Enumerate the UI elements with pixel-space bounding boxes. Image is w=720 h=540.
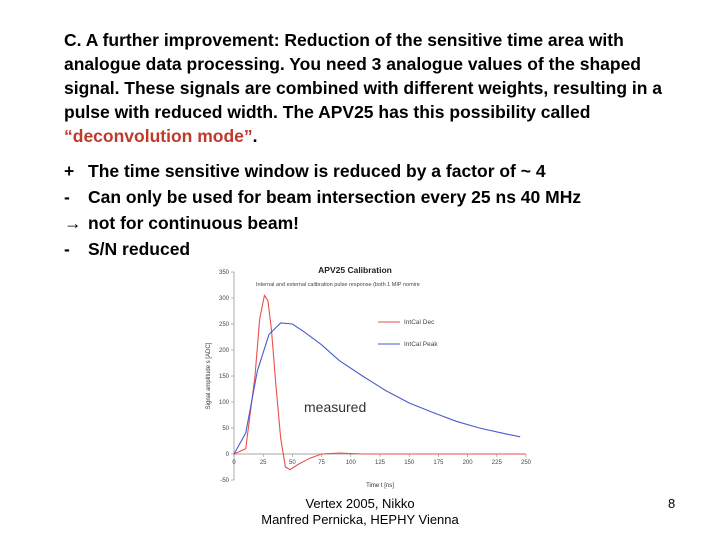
bullet-text: S/N reduced (88, 239, 191, 259)
y-tick-label: -50 (220, 478, 229, 484)
series-line-intcal-peak (233, 322, 521, 455)
x-tick-label: 175 (433, 460, 444, 466)
x-tick-label: 125 (375, 460, 386, 466)
y-tick-label: 350 (219, 270, 230, 276)
x-tick-label: 25 (260, 460, 267, 466)
y-tick-label: 0 (226, 452, 230, 458)
intro-text: C. A further improvement: Reduction of t… (64, 30, 663, 122)
bullet-item: → not for continuous beam! (64, 210, 704, 236)
bullet-mark: + (64, 161, 75, 181)
bullet-item: + The time sensitive window is reduced by… (64, 158, 704, 184)
legend-label: IntCal Peak (404, 341, 438, 348)
apv25-calibration-chart: APV25 Calibration Internal and external c… (206, 265, 532, 489)
page-number: 8 (668, 496, 676, 511)
bullet-mark: - (64, 239, 70, 259)
series-line-intcal-dec (233, 293, 526, 471)
bullet-list: + The time sensitive window is reduced by… (64, 158, 704, 262)
footer-author: Manfred Pernicka, HEPHY Vienna (261, 512, 459, 527)
bullet-text: Can only be used for beam intersection e… (88, 187, 582, 207)
deconvolution-mode-highlight: “deconvolution mode” (64, 126, 253, 146)
y-tick-label: 200 (219, 348, 230, 354)
x-tick-label: 50 (289, 460, 296, 466)
y-tick-label: 250 (219, 322, 230, 328)
chart-subtitle: Internal and external calibration pulse … (256, 282, 420, 288)
x-tick-label: 75 (318, 460, 325, 466)
x-axis-label: Time t [ns] (366, 483, 394, 489)
bullet-item: - S/N reduced (64, 236, 704, 262)
x-tick-label: 150 (404, 460, 415, 466)
y-tick-label: 150 (219, 374, 230, 380)
bullet-text: The time sensitive window is reduced by … (88, 161, 546, 181)
x-tick-label: 250 (521, 460, 532, 466)
footer-conference: Vertex 2005, Nikko (305, 496, 415, 511)
bullet-mark: - (64, 187, 70, 207)
arrow-icon: → (64, 213, 82, 233)
x-tick-label: 100 (346, 460, 357, 466)
chart-title: APV25 Calibration (318, 265, 392, 275)
y-tick-label: 300 (219, 296, 230, 302)
x-tick-label: 200 (463, 460, 474, 466)
y-axis-label: Signal amplitude s [ADC] (206, 342, 212, 409)
bullet-item: - Can only be used for beam intersection … (64, 184, 704, 210)
intro-text-end: . (252, 126, 258, 146)
y-tick-label: 100 (219, 400, 230, 406)
x-tick-label: 225 (492, 460, 503, 466)
footer: Vertex 2005, Nikko Manfred Pernicka, HEP… (230, 496, 490, 528)
legend-label: IntCal Dec (404, 319, 435, 326)
x-tick-label: 0 (232, 460, 236, 466)
measured-annotation: measured (304, 399, 366, 415)
intro-paragraph: C. A further improvement: Reduction of t… (64, 28, 684, 148)
y-tick-label: 50 (222, 426, 229, 432)
bullet-text: not for continuous beam! (88, 213, 299, 233)
